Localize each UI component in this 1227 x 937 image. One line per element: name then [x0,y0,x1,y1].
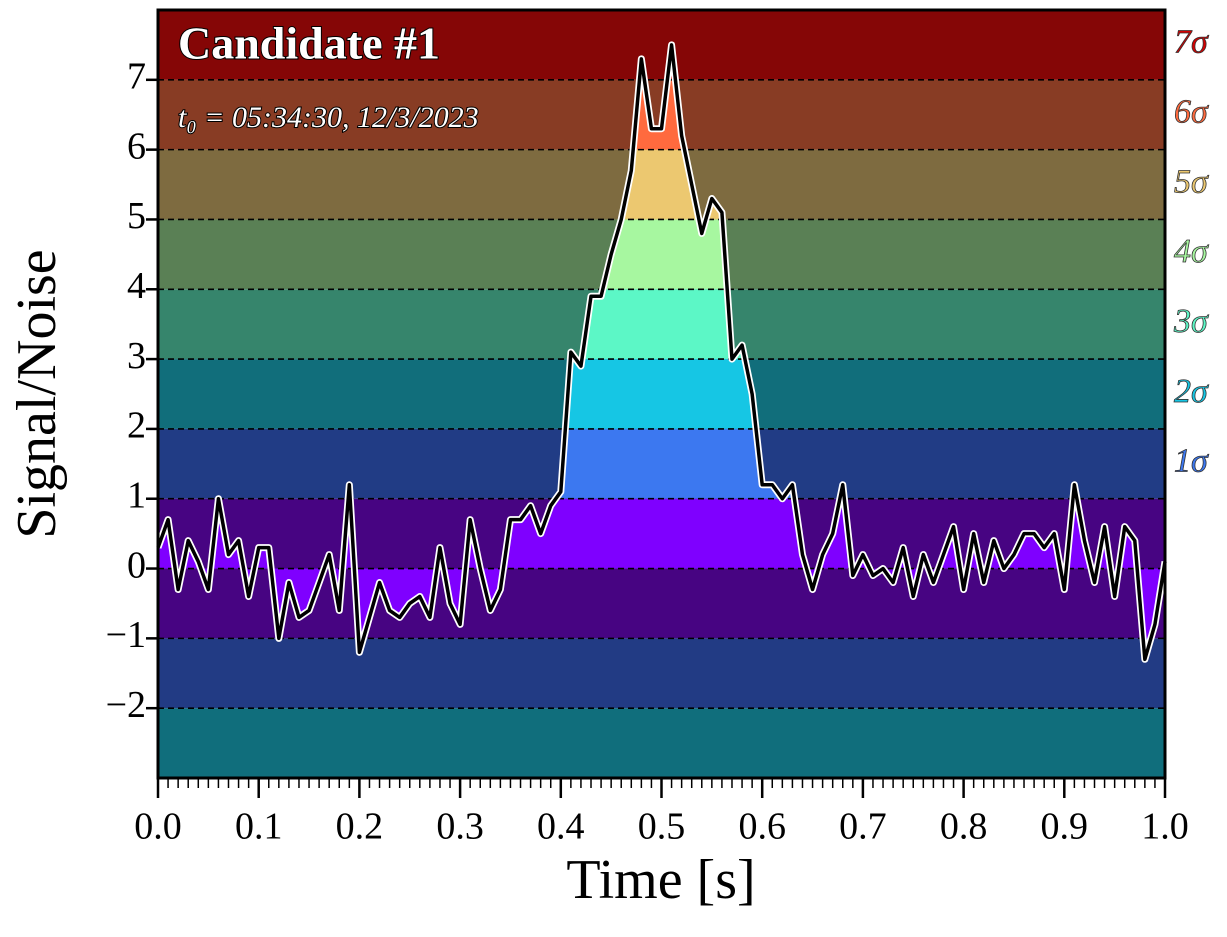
y-tick-label: 3 [127,335,146,377]
x-tick-label: 0.9 [1041,806,1089,848]
y-tick-label: −2 [106,684,146,726]
y-tick-label: −1 [106,614,146,656]
x-tick-label: 0.7 [839,806,887,848]
x-tick-label: 0.6 [738,806,786,848]
band [158,638,1165,709]
sigma-label: 6σ [1174,94,1209,131]
y-tick-label: 2 [127,405,146,447]
plot [154,41,1169,709]
x-tick-label: 1.0 [1141,806,1189,848]
band [158,10,1165,80]
sigma-label: 3σ [1173,303,1209,340]
y-tick-label: 6 [127,125,146,167]
plot-frame [156,8,1167,780]
x-tick-label: 0.0 [134,806,182,848]
x-tick-label: 0.1 [235,806,283,848]
y-tick-label: 4 [127,265,146,307]
sigma-label: 5σ [1174,163,1209,200]
y-tick-label: 0 [127,544,146,586]
subtitle: t₀ = 05:34:30, 12/3/2023 [178,101,479,134]
line [156,43,1167,662]
chart-title: Candidate #1 [178,18,440,69]
x-tick-label: 0.8 [940,806,988,848]
sigma-label: 7σ [1174,24,1209,61]
y-axis-label: Signal/Noise [6,249,68,538]
x-tick-label: 0.3 [436,806,484,848]
band [158,708,1165,778]
sigma-label: 2σ [1174,373,1209,410]
y-tick-label: 1 [127,474,146,516]
x-axis-label: Time [s] [566,849,755,911]
sigma-label: 1σ [1174,443,1209,480]
y-tick-label: 7 [127,56,146,98]
y-tick-label: 5 [127,195,146,237]
x-tick-label: 0.5 [638,806,686,848]
x-tick-label: 0.4 [537,806,585,848]
sigma-label: 4σ [1174,233,1209,270]
band [158,568,1165,639]
x-tick-label: 0.2 [336,806,384,848]
